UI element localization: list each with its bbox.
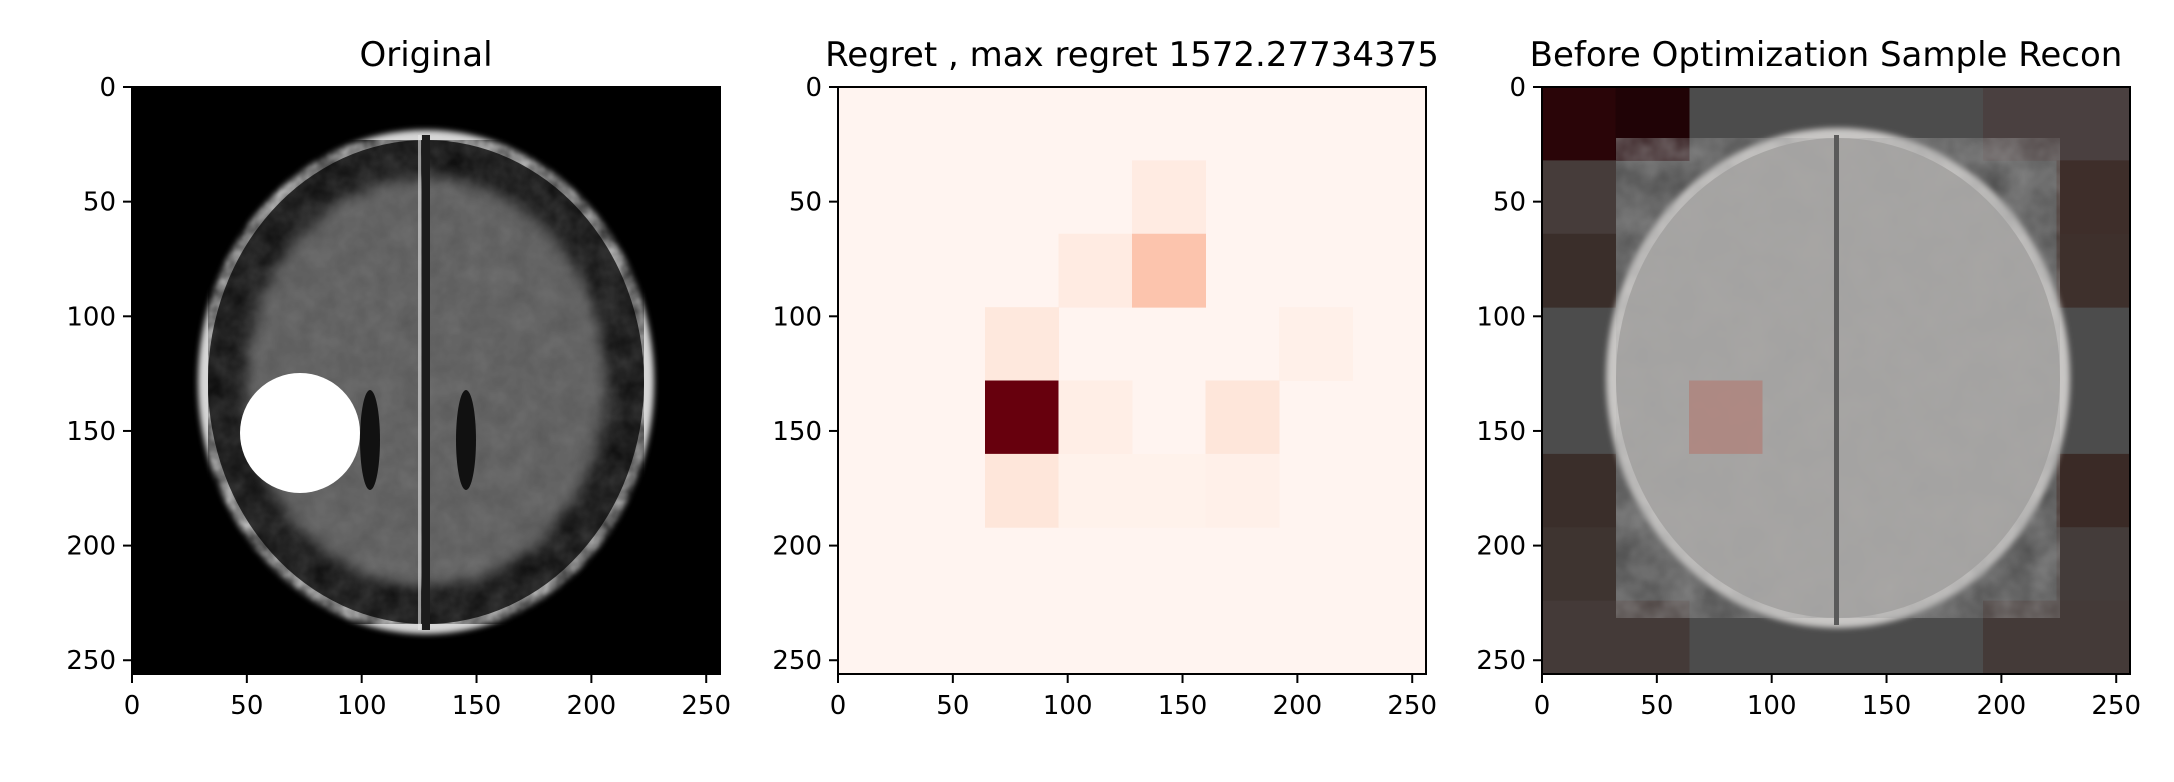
y-tick-label: 150 — [772, 417, 822, 447]
x-tick-label: 100 — [1747, 691, 1797, 721]
x-tick-label: 100 — [337, 691, 387, 721]
y-tick-label: 100 — [1476, 302, 1526, 332]
mask-disk — [240, 373, 360, 493]
tinted-patch — [1542, 600, 1616, 674]
heatmap-cell — [985, 453, 1059, 528]
x-axis: 0 50 100 150 200 250 — [830, 674, 1437, 721]
x-tick-label: 50 — [1640, 691, 1673, 721]
y-tick-label: 50 — [83, 188, 116, 218]
panel-recon: Before Optimization Sample Recon 0 50 100 1… — [1476, 35, 2141, 721]
y-tick-label: 250 — [1476, 646, 1526, 676]
y-tick-label: 50 — [789, 188, 822, 218]
y-axis: 0 50 100 150 200 250 — [1476, 73, 1542, 676]
panel-regret: Regret , max regret 1572.27734375 0 50 100… — [772, 35, 1439, 721]
x-tick-label: 0 — [124, 691, 141, 721]
tinted-patch — [1542, 453, 1616, 528]
tinted-patch — [2056, 87, 2130, 161]
heatmap-cell — [1058, 380, 1133, 455]
tinted-patch — [1542, 160, 1616, 235]
y-tick-label: 150 — [66, 417, 116, 447]
tinted-patch — [1542, 87, 1616, 161]
y-tick-label: 250 — [772, 646, 822, 676]
heatmap-cell — [1058, 453, 1133, 528]
y-tick-label: 100 — [772, 302, 822, 332]
tinted-patch — [1615, 600, 1690, 674]
x-tick-label: 200 — [1273, 691, 1323, 721]
heatmap-cell — [1205, 453, 1280, 528]
x-axis: 0 50 100 150 200 250 — [1534, 674, 2141, 721]
y-axis: 0 50 100 150 200 250 — [66, 73, 132, 676]
y-tick-label: 50 — [1493, 188, 1526, 218]
x-tick-label: 150 — [452, 691, 502, 721]
plot-frame — [837, 86, 1427, 675]
tinted-patch — [1615, 87, 1690, 161]
tinted-patch — [2056, 600, 2130, 674]
dark-patches — [1542, 87, 2130, 674]
x-tick-label: 50 — [230, 691, 263, 721]
tinted-patch — [2056, 527, 2130, 602]
x-tick-label: 250 — [2091, 691, 2141, 721]
heatmap-cell — [1279, 307, 1353, 381]
y-tick-label: 0 — [1509, 73, 1526, 103]
y-tick-label: 150 — [1476, 417, 1526, 447]
heatmap-cell — [985, 380, 1059, 455]
heatmap-cells — [985, 160, 1353, 528]
plot-frame — [1541, 86, 2131, 675]
heatmap-cell — [1132, 233, 1206, 308]
y-tick-label: 0 — [99, 73, 116, 103]
y-tick-label: 100 — [66, 302, 116, 332]
x-tick-label: 200 — [1977, 691, 2027, 721]
heatmap-cell — [1205, 380, 1280, 455]
panel-title-recon: Before Optimization Sample Recon — [1530, 35, 2123, 75]
x-tick-label: 150 — [1158, 691, 1208, 721]
y-tick-label: 250 — [66, 646, 116, 676]
x-tick-label: 250 — [1387, 691, 1437, 721]
tinted-patch — [2056, 453, 2130, 528]
panel-original: Original 0 50 100 150 200 250 0 50 100 150 200 250 — [66, 35, 731, 721]
y-axis: 0 50 100 150 200 250 — [772, 73, 838, 676]
tinted-patch — [2056, 160, 2130, 235]
brain-mri-image — [198, 130, 654, 634]
x-tick-label: 0 — [1534, 691, 1551, 721]
tinted-patch — [1542, 233, 1616, 308]
tinted-patch — [1983, 600, 2057, 674]
tinted-patch — [1983, 87, 2057, 161]
x-tick-label: 100 — [1043, 691, 1093, 721]
x-tick-label: 0 — [830, 691, 847, 721]
panel-title-original: Original — [359, 35, 492, 75]
x-tick-label: 250 — [681, 691, 731, 721]
y-tick-label: 200 — [66, 532, 116, 562]
y-tick-label: 200 — [1476, 532, 1526, 562]
plot-frame — [131, 86, 721, 675]
heatmap-cell — [1058, 233, 1133, 308]
heatmap-cell — [1132, 160, 1206, 235]
tinted-patch — [2056, 233, 2130, 308]
x-tick-label: 200 — [567, 691, 617, 721]
highlighted-patch — [1689, 380, 1763, 454]
y-tick-label: 200 — [772, 532, 822, 562]
x-tick-label: 50 — [936, 691, 969, 721]
y-tick-label: 0 — [805, 73, 822, 103]
heatmap-cell — [1132, 453, 1206, 528]
tinted-patch — [1542, 527, 1616, 602]
x-axis: 0 50 100 150 200 250 — [124, 674, 731, 721]
panel-title-regret: Regret , max regret 1572.27734375 — [825, 35, 1439, 75]
heatmap-cell — [985, 307, 1059, 381]
x-tick-label: 150 — [1862, 691, 1912, 721]
recon-image — [1542, 87, 2130, 674]
